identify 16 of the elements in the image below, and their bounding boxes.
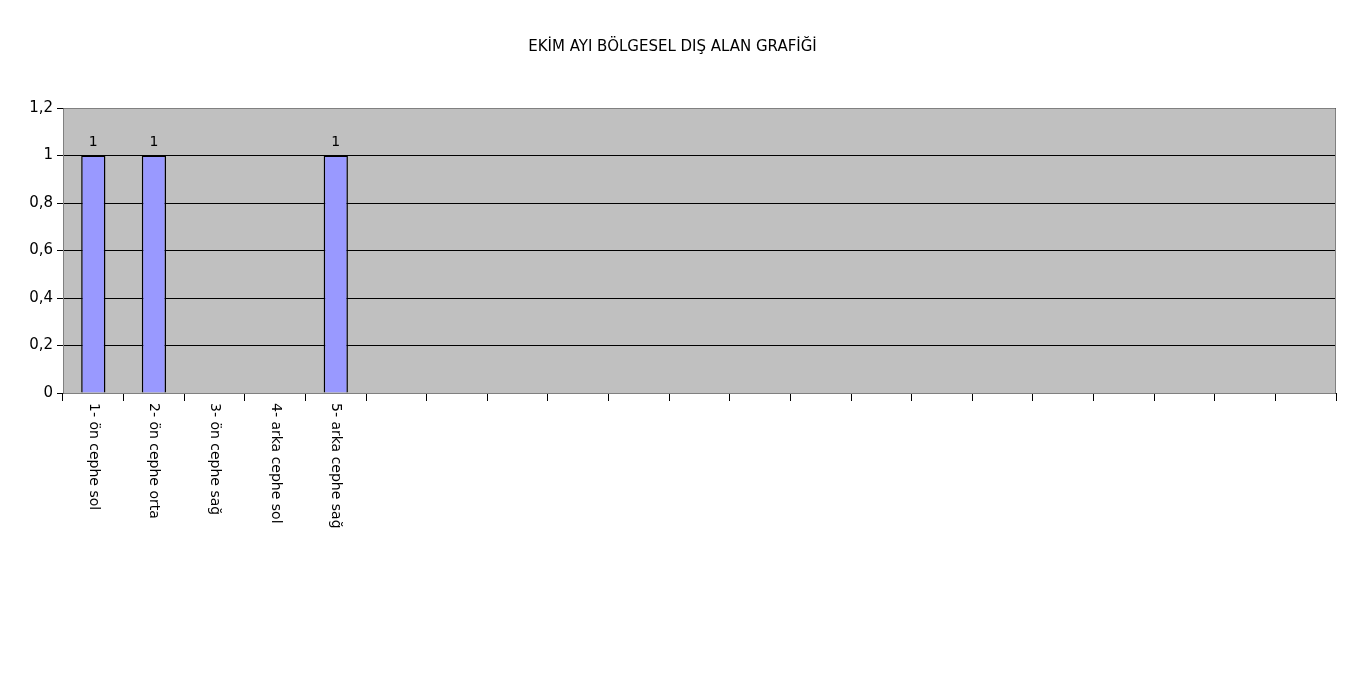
- data-label: 1: [149, 133, 159, 150]
- x-tick-label: 2- ön cephe orta: [147, 403, 164, 519]
- y-tick-label: 1,2: [29, 97, 53, 116]
- y-tick-label: 0: [43, 382, 53, 401]
- x-tick-label: 1- ön cephe sol: [86, 403, 103, 511]
- y-tick-label: 1: [43, 145, 53, 164]
- data-label: 1: [331, 133, 341, 150]
- y-tick-label: 0,8: [29, 192, 53, 211]
- x-tick-label: 5- arka cephe sağ: [329, 403, 346, 529]
- chart-title: EKİM AYI BÖLGESEL DIŞ ALAN GRAFİĞİ: [528, 35, 817, 55]
- x-tick-label: 4- arka cephe sol: [268, 403, 285, 524]
- y-tick-label: 0,6: [29, 240, 53, 259]
- y-tick-label: 0,2: [29, 335, 53, 354]
- y-tick-label: 0,4: [29, 287, 53, 306]
- data-label: 1: [88, 133, 98, 150]
- x-tick-label: 3- ön cephe sağ: [207, 403, 224, 516]
